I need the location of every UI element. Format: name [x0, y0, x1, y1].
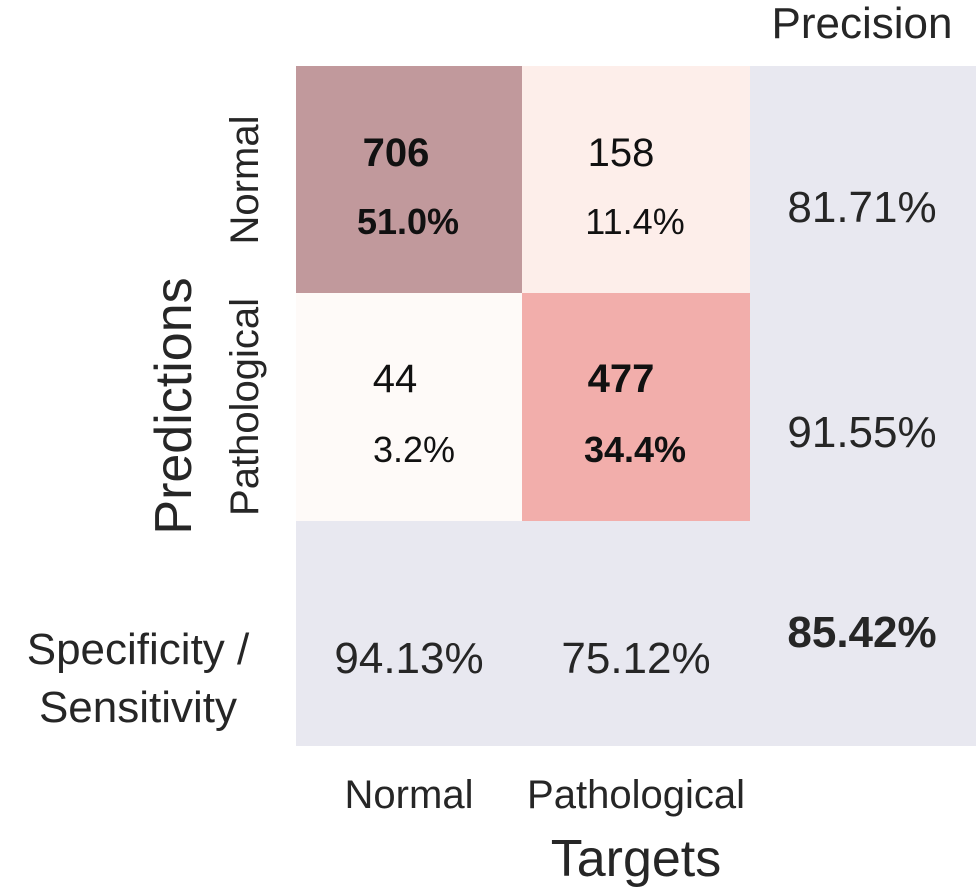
x-tick-pathological: Pathological [527, 773, 745, 817]
summary-row-bg [296, 520, 976, 746]
cell-percent-normal-normal: 51.0% [357, 201, 459, 242]
cell-count-normal-pathological: 158 [588, 131, 655, 175]
cell-pathological-pathological [522, 293, 750, 521]
cell-percent-pathological-pathological: 34.4% [584, 429, 686, 470]
y-tick-normal: Normal [223, 116, 267, 245]
cell-percent-normal-pathological: 11.4% [585, 201, 684, 242]
y-tick-pathological: Pathological [223, 298, 267, 516]
y-axis-label: Predictions [145, 277, 203, 534]
precision-header: Precision [772, 0, 953, 48]
cell-count-pathological-pathological: 477 [588, 357, 655, 401]
specificity-value: 94.13% [334, 634, 483, 683]
x-tick-normal: Normal [345, 773, 474, 817]
cell-percent-pathological-normal: 3.2% [373, 429, 455, 470]
cell-count-pathological-normal: 44 [373, 357, 418, 401]
specificity-sensitivity-label-line1: Specificity / [27, 625, 250, 674]
cell-count-normal-normal: 706 [363, 131, 430, 175]
specificity-sensitivity-label-line2: Sensitivity [39, 683, 237, 732]
accuracy-value: 85.42% [787, 608, 936, 657]
cell-pathological-normal [296, 293, 523, 521]
x-axis-label: Targets [551, 830, 722, 888]
cell-normal-pathological [522, 66, 750, 293]
cell-normal-normal [296, 66, 523, 293]
precision-value-normal: 81.71% [787, 183, 936, 232]
sensitivity-value: 75.12% [561, 634, 710, 683]
precision-value-pathological: 91.55% [787, 408, 936, 457]
